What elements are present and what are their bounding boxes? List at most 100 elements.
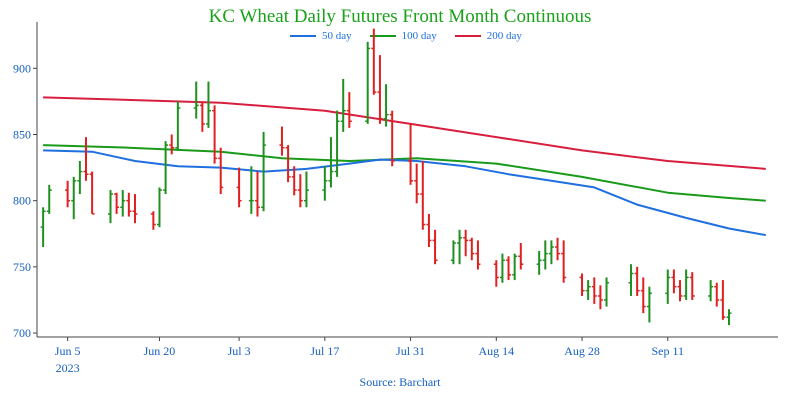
ohlc-bar xyxy=(285,145,291,183)
ohlc-bar xyxy=(83,137,89,181)
ohlc-bar xyxy=(450,240,456,265)
ohlc-bar xyxy=(720,280,726,320)
ohlc-bar xyxy=(585,280,591,300)
ohlc-bar xyxy=(463,229,469,257)
ohlc-bar xyxy=(175,101,181,151)
ohlc-bar xyxy=(604,277,610,307)
ma-50-day-line xyxy=(43,149,766,237)
ohlc-bar xyxy=(77,160,83,195)
ohlc-bar xyxy=(193,81,199,119)
ohlc-bar xyxy=(518,243,524,270)
ohlc-bar xyxy=(548,240,554,265)
ohlc-bar xyxy=(591,277,597,304)
y-tick-label: 750 xyxy=(13,260,31,274)
ohlc-bar xyxy=(579,273,585,296)
ohlc-bar xyxy=(334,110,340,177)
x-tick-label: Aug 14 xyxy=(478,344,514,358)
ohlc-bar xyxy=(291,166,297,196)
ohlc-bar xyxy=(469,237,475,261)
legend-swatch-50-day xyxy=(290,35,316,37)
ohlc-bar xyxy=(432,229,438,265)
ohlc-bars xyxy=(40,28,732,326)
ohlc-bar xyxy=(120,190,126,217)
chart-legend: 50 day 100 day 200 day xyxy=(290,30,522,42)
ohlc-bar xyxy=(493,260,499,287)
ohlc-bar xyxy=(389,110,395,167)
ohlc-bar xyxy=(297,174,303,208)
moving-average-lines xyxy=(43,96,766,237)
legend-item-100-day: 100 day xyxy=(369,30,437,42)
x-tick-label: Jun 5 xyxy=(55,344,81,358)
x-tick-sublabel: 2023 xyxy=(56,361,80,375)
ohlc-bar xyxy=(303,171,309,208)
x-tick-label: Jul 31 xyxy=(396,344,425,358)
ohlc-bar xyxy=(261,131,267,212)
ohlc-bar xyxy=(71,176,77,220)
ohlc-bar xyxy=(65,180,71,208)
ohlc-bar xyxy=(132,194,138,224)
ohlc-bar xyxy=(708,280,714,302)
ohlc-bar xyxy=(646,286,652,323)
legend-label-50-day: 50 day xyxy=(322,30,352,42)
ohlc-bar xyxy=(420,160,426,230)
chart-axes xyxy=(36,22,778,338)
x-tick-label: Aug 28 xyxy=(564,344,600,358)
x-tick-label: Jun 20 xyxy=(144,344,176,358)
ohlc-bar xyxy=(346,92,352,128)
ohlc-bar xyxy=(536,250,542,275)
ohlc-bar xyxy=(689,272,695,300)
ohlc-bar xyxy=(499,253,505,283)
ohlc-bar xyxy=(555,237,561,261)
ohlc-bar xyxy=(340,78,346,132)
legend-item-50-day: 50 day xyxy=(290,30,352,42)
ohlc-bar xyxy=(665,269,671,304)
ohlc-bar xyxy=(640,277,646,314)
ohlc-bar xyxy=(475,240,481,270)
legend-label-200-day: 200 day xyxy=(486,30,522,42)
ohlc-bar xyxy=(328,137,334,188)
ohlc-bar xyxy=(322,166,328,201)
x-tick-label: Sep 11 xyxy=(651,344,684,358)
x-tick-label: Jul 17 xyxy=(310,344,339,358)
y-tick-label: 900 xyxy=(13,61,31,75)
ohlc-bar xyxy=(205,81,211,128)
ohlc-bar xyxy=(506,256,512,281)
ma-200-day-line xyxy=(43,96,766,170)
ohlc-bar xyxy=(714,282,720,307)
ohlc-bar xyxy=(236,167,242,208)
x-tick-label: Jul 3 xyxy=(228,344,251,358)
ohlc-bar xyxy=(199,101,205,132)
ohlc-bar xyxy=(414,163,420,204)
ohlc-bar xyxy=(248,166,254,214)
legend-item-200-day: 200 day xyxy=(454,30,522,42)
ohlc-bar xyxy=(512,253,518,281)
y-tick-label: 700 xyxy=(13,326,31,340)
ohlc-bar xyxy=(114,192,120,214)
ohlc-bar xyxy=(426,213,432,247)
ohlc-bar xyxy=(597,285,603,310)
ohlc-bar xyxy=(371,28,377,95)
ohlc-bar xyxy=(254,171,260,217)
ohlc-bar xyxy=(726,309,732,326)
ohlc-bar xyxy=(671,269,677,294)
ma-100-day-line xyxy=(43,144,766,202)
ohlc-bar xyxy=(683,269,689,300)
ohlc-bar xyxy=(634,266,640,296)
ohlc-bar xyxy=(126,192,132,217)
ohlc-bar xyxy=(561,240,567,283)
ohlc-bar xyxy=(383,84,389,127)
ohlc-bar xyxy=(212,105,218,164)
legend-swatch-100-day xyxy=(369,35,396,37)
ohlc-bar xyxy=(365,41,371,124)
ohlc-bar xyxy=(457,229,463,265)
tick-labels: 700 750 800 850 900 Jun 5 2023 Jun 20 Jul 3 Jul 1… xyxy=(13,61,684,375)
ohlc-bar xyxy=(279,126,285,156)
ohlc-bar xyxy=(542,240,548,270)
ohlc-bar xyxy=(377,55,383,124)
ohlc-bar xyxy=(408,123,414,185)
y-tick-label: 850 xyxy=(13,128,31,142)
ohlc-bar xyxy=(169,134,175,155)
legend-label-100-day: 100 day xyxy=(401,30,437,42)
ohlc-bar xyxy=(677,280,683,302)
ohlc-bar xyxy=(218,147,224,195)
